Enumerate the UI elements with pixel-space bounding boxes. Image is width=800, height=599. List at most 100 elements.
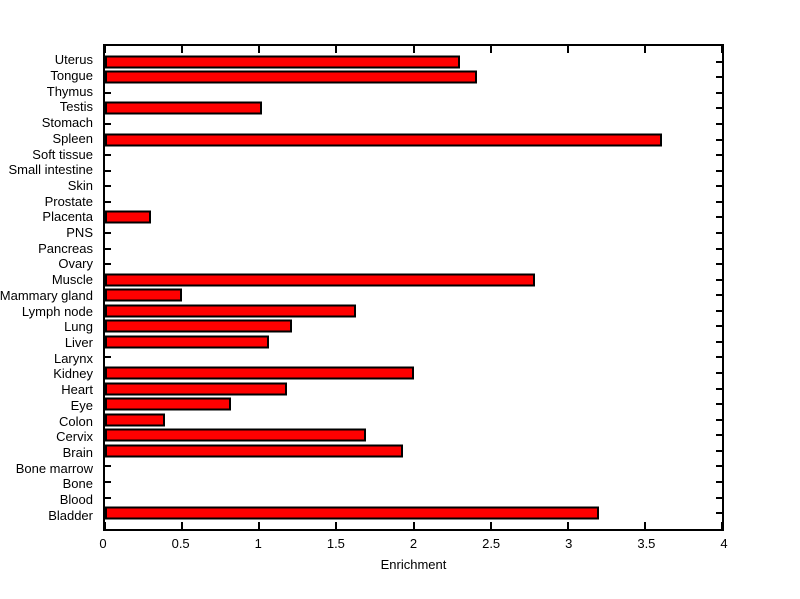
bar-row bbox=[105, 179, 722, 195]
bar-colon bbox=[105, 413, 166, 427]
category-label-skin: Skin bbox=[67, 177, 93, 193]
category-label-pns: PNS bbox=[66, 225, 93, 241]
category-label-uterus: Uterus bbox=[54, 52, 93, 68]
x-tick bbox=[489, 522, 492, 529]
x-tick bbox=[566, 46, 569, 53]
bar-row bbox=[105, 428, 722, 444]
bar-row bbox=[105, 365, 722, 381]
x-tick bbox=[643, 46, 646, 53]
bar-testis bbox=[105, 101, 263, 115]
category-label-placenta: Placenta bbox=[42, 209, 93, 225]
x-tick bbox=[181, 46, 184, 53]
x-axis-label: Enrichment bbox=[380, 557, 447, 572]
bar-row bbox=[105, 194, 722, 210]
bar-row bbox=[105, 334, 722, 350]
y-axis-category-labels: Uterus Tongue Thymus Testis Stomach Spleen Sof… bbox=[0, 44, 98, 531]
category-label-lymph-node: Lymph node bbox=[21, 303, 93, 319]
category-label-spleen: Spleen bbox=[52, 130, 93, 146]
x-tick bbox=[721, 46, 723, 53]
bar-row bbox=[105, 70, 722, 86]
bar-heart bbox=[105, 382, 287, 396]
x-tick-label: 4 bbox=[720, 536, 728, 551]
category-label-colon: Colon bbox=[59, 413, 93, 429]
bar-row bbox=[105, 116, 722, 132]
bar-cervix bbox=[105, 428, 366, 442]
x-tick bbox=[104, 46, 106, 53]
category-label-bladder: Bladder bbox=[48, 507, 93, 523]
bar-row bbox=[105, 85, 722, 101]
bar-row bbox=[105, 350, 722, 366]
x-tick bbox=[335, 522, 338, 529]
category-label-bone-marrow: Bone marrow bbox=[15, 460, 93, 476]
category-label-pancreas: Pancreas bbox=[38, 240, 93, 256]
category-label-prostate: Prostate bbox=[44, 193, 93, 209]
category-label-testis: Testis bbox=[59, 99, 93, 115]
bar-bladder bbox=[105, 506, 599, 520]
x-tick bbox=[412, 46, 415, 53]
category-label-kidney: Kidney bbox=[53, 366, 93, 382]
category-label-stomach: Stomach bbox=[41, 115, 93, 131]
x-tick bbox=[335, 46, 338, 53]
bar-brain bbox=[105, 444, 403, 458]
x-tick bbox=[566, 522, 569, 529]
category-label-ovary: Ovary bbox=[58, 256, 93, 272]
bar-uterus bbox=[105, 55, 460, 69]
bar-row bbox=[105, 505, 722, 521]
bar-liver bbox=[105, 335, 269, 349]
bar-placenta bbox=[105, 210, 152, 224]
x-tick-label: 1.5 bbox=[326, 536, 345, 551]
category-label-eye: Eye bbox=[70, 397, 93, 413]
x-tick bbox=[181, 522, 184, 529]
bar-lung bbox=[105, 319, 292, 333]
x-tick-label: 3.5 bbox=[637, 536, 656, 551]
bar-row bbox=[105, 272, 722, 288]
bar-row bbox=[105, 319, 722, 335]
bar-row bbox=[105, 225, 722, 241]
bar-row bbox=[105, 396, 722, 412]
bar-row bbox=[105, 132, 722, 148]
bar-kidney bbox=[105, 366, 414, 380]
category-label-cervix: Cervix bbox=[56, 429, 93, 445]
bar-row bbox=[105, 256, 722, 272]
category-label-liver: Liver bbox=[64, 335, 93, 350]
category-label-tongue: Tongue bbox=[50, 68, 93, 84]
category-label-blood: Blood bbox=[59, 492, 93, 508]
bar-tongue bbox=[105, 70, 477, 84]
plot-area bbox=[103, 44, 724, 531]
category-label-muscle: Muscle bbox=[51, 272, 93, 288]
x-tick-label: 2.5 bbox=[482, 536, 501, 551]
bar-row bbox=[105, 303, 722, 319]
x-axis-ticks-bottom bbox=[104, 522, 723, 529]
bar-eye bbox=[105, 397, 232, 411]
bar-row bbox=[105, 381, 722, 397]
bar-row bbox=[105, 474, 722, 490]
bar-mammary-gland bbox=[105, 288, 183, 302]
category-label-brain: Brain bbox=[62, 444, 93, 460]
x-tick bbox=[489, 46, 492, 53]
x-axis-ticks-top bbox=[104, 46, 723, 53]
bar-row bbox=[105, 163, 722, 179]
bar-lymph-node bbox=[105, 304, 357, 318]
x-tick bbox=[258, 522, 261, 529]
category-label-larynx: Larynx bbox=[53, 350, 93, 366]
x-tick-label: 1 bbox=[254, 536, 262, 551]
bar-row bbox=[105, 459, 722, 475]
x-tick-label: 0 bbox=[99, 536, 107, 551]
bar-row bbox=[105, 287, 722, 303]
bar-row bbox=[105, 54, 722, 70]
category-label-small-intestine: Small intestine bbox=[8, 162, 93, 178]
bar-row bbox=[105, 101, 722, 117]
bar-muscle bbox=[105, 273, 536, 287]
category-label-mammary-gland: Mammary gland bbox=[0, 287, 93, 303]
x-tick-label: 3 bbox=[565, 536, 573, 551]
bar-row bbox=[105, 412, 722, 428]
x-tick-label: 2 bbox=[409, 536, 418, 551]
x-tick bbox=[104, 522, 106, 529]
x-tick-label: 0.5 bbox=[171, 536, 190, 551]
category-label-lung: Lung bbox=[64, 319, 93, 335]
bar-spleen bbox=[105, 133, 662, 147]
bar-rows bbox=[105, 46, 722, 529]
x-axis-tick-labels: 0 0.5 1 1.5 2 2.5 3 3.5 4 bbox=[99, 536, 728, 552]
category-label-thymus: Thymus bbox=[46, 83, 93, 99]
